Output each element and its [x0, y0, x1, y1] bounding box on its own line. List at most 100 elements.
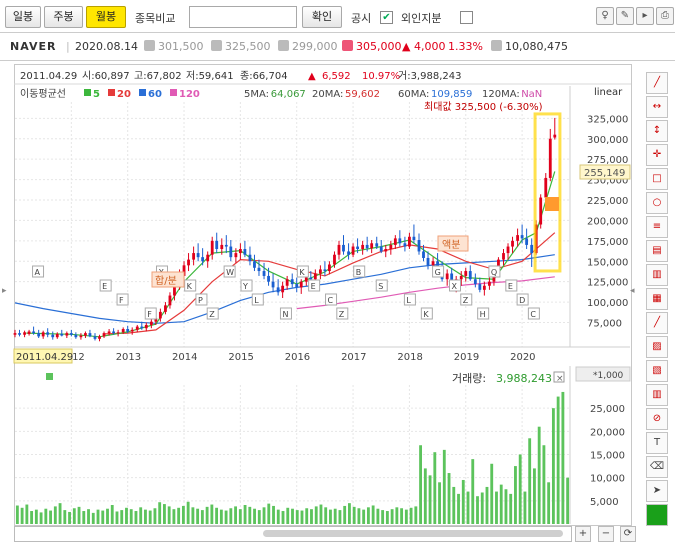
candle-body [55, 333, 59, 338]
volume-bar [286, 507, 290, 524]
color-icon[interactable]: ■ [646, 504, 668, 526]
volume-close-button[interactable] [553, 371, 565, 383]
volume-bar [139, 507, 143, 524]
low-icon [278, 40, 289, 51]
compare-input[interactable] [189, 6, 297, 28]
circle-icon[interactable]: ○ [646, 192, 668, 214]
volume-bar [338, 510, 342, 524]
edit-icon[interactable]: ✎ [616, 7, 634, 25]
daily-button[interactable]: 일봉 [5, 6, 41, 28]
rect-icon[interactable]: □ [646, 168, 668, 190]
volume-bar [457, 493, 460, 524]
eraser-icon[interactable]: ⌫ [646, 456, 668, 478]
stock-name: NAVER [10, 40, 57, 53]
fib-time-icon[interactable]: ▦ [646, 288, 668, 310]
candle-body [309, 277, 313, 280]
candle-body [69, 333, 73, 335]
year-tick-label: 2013 [116, 352, 141, 363]
quote-bar: NAVER | 2020.08.14 301,500 325,500 299,0… [0, 32, 675, 61]
volume-bar [115, 511, 119, 524]
disclosure-marker-letter: K [187, 282, 193, 291]
volume-bar [53, 506, 57, 524]
disclosure-marker-letter: L [254, 296, 259, 305]
disclosure-marker-box [516, 293, 529, 306]
weekly-button[interactable]: 주봉 [44, 6, 83, 28]
candle-body [201, 257, 205, 262]
disclosure-checkbox[interactable]: ✔ [380, 11, 393, 24]
print-icon[interactable]: ⎙ [656, 7, 674, 25]
cross-icon[interactable]: ✛ [646, 144, 668, 166]
candle-body [173, 285, 176, 296]
monthly-button[interactable]: 월봉 [86, 6, 126, 28]
candle-body [243, 249, 247, 255]
zoom-out-button[interactable]: − [598, 526, 614, 542]
bulb-icon[interactable]: ♀ [596, 7, 614, 25]
volume-bar [310, 509, 313, 524]
volume-bar [238, 509, 242, 524]
fib-ext-icon[interactable]: ▥ [646, 264, 668, 286]
volume-bar [438, 482, 441, 524]
candle-body [224, 244, 228, 247]
pointer-icon[interactable]: ➤ [646, 480, 668, 502]
speed-line-icon[interactable]: ▨ [646, 336, 668, 358]
fib-fan-icon[interactable]: ≡ [646, 216, 668, 238]
cycle-icon[interactable]: ▥ [646, 384, 668, 406]
event-flag-merge-text: 합/분 [155, 275, 177, 287]
parallel-icon[interactable]: ⊘ [646, 408, 668, 430]
candle-body [257, 267, 261, 272]
confirm-button[interactable]: 확인 [302, 6, 342, 28]
volume-bar [480, 492, 484, 524]
close-icon[interactable]: × [556, 374, 564, 384]
time-scrollbar[interactable] [14, 526, 572, 542]
candle-body [370, 243, 374, 249]
left-arrow-icon[interactable]: ▸ [2, 286, 7, 296]
disclosure-marker-box [116, 293, 129, 306]
horizontal-icon[interactable]: ↔ [646, 96, 668, 118]
gann-fan-icon[interactable]: ╱ [646, 312, 668, 334]
text-icon[interactable]: T [646, 432, 668, 454]
disclosure-marker-box [223, 265, 236, 278]
foreign-ratio-checkbox[interactable] [460, 11, 473, 24]
volume-bar [362, 509, 366, 524]
line-icon[interactable]: ╱ [646, 72, 668, 94]
candle-body [422, 251, 425, 258]
candle-body [276, 287, 280, 293]
volume-bar [196, 508, 200, 524]
volume-legend-value: 3,988,243 [496, 372, 552, 385]
candle-body [516, 235, 520, 241]
vertical-icon[interactable]: ↕ [646, 120, 668, 142]
year-tick-label: 2018 [397, 352, 422, 363]
volume-bar [257, 510, 261, 524]
channel-icon[interactable]: ▧ [646, 360, 668, 382]
hover-close: 종:66,704 [240, 70, 288, 82]
year-tick-label: 2014 [172, 352, 197, 363]
close-icon [342, 40, 353, 51]
disclosure-marker-letter: X [451, 282, 457, 291]
notice-flag[interactable] [545, 197, 559, 211]
price-tick-label: 150,000 [587, 257, 628, 268]
settings-icon[interactable]: ▸ [636, 7, 654, 25]
volume-bar [295, 510, 299, 524]
zoom-in-button[interactable]: + [575, 526, 591, 542]
volume-bar [267, 503, 271, 524]
right-arrow-icon[interactable]: ◂ [630, 286, 635, 296]
year-tick-label: 2015 [228, 352, 253, 363]
scroll-thumb[interactable] [263, 530, 563, 537]
candle-body [234, 253, 238, 258]
hover-low: 저:59,641 [186, 70, 234, 82]
candle-body [248, 254, 252, 262]
ma-legend: 5 20 60 120 [84, 89, 200, 100]
disclosure-marker-box [240, 279, 253, 292]
reset-button[interactable]: ⟳ [620, 526, 636, 542]
fib-retrace-icon[interactable]: ▤ [646, 240, 668, 262]
candle-body [482, 285, 486, 290]
candle-body [215, 240, 219, 249]
candle-body [511, 240, 514, 247]
disclosure-marker-box [432, 265, 445, 278]
top-toolbar: 일봉 주봉 월봉 종목비교 확인 공시 ✔ 외인지분 ♀ ✎ ▸ ⎙ [0, 0, 675, 32]
volume-bar [172, 509, 176, 524]
price-change-pct: 1.33% [448, 40, 483, 53]
disclosure-marker-letter: E [508, 282, 513, 291]
candle-body [140, 326, 144, 329]
